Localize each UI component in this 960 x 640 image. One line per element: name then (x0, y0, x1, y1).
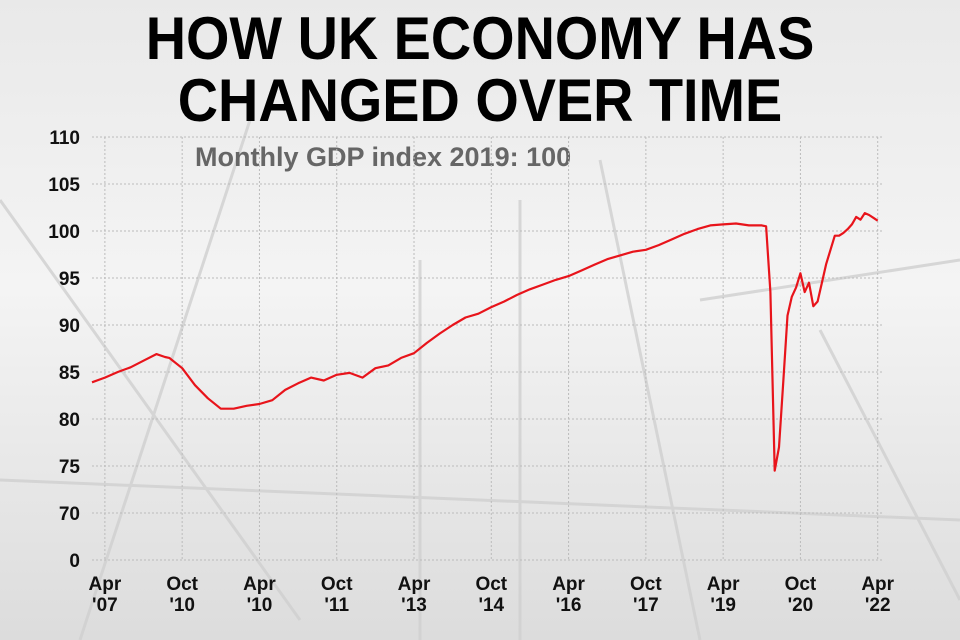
title-line: HOW UK ECONOMY HAS (145, 5, 815, 72)
y-tick-label: 100 (48, 222, 80, 243)
y-tick-label: 90 (59, 316, 80, 337)
x-tick-label: Oct '14 (475, 574, 508, 616)
subtitle: Monthly GDP index 2019: 100 (195, 142, 571, 172)
x-tick-label: Apr '07 (88, 574, 122, 616)
background-building (0, 119, 960, 640)
x-tick-label: Apr '19 (706, 574, 740, 616)
y-tick-label: 85 (59, 363, 81, 384)
y-tick-label: 105 (48, 175, 80, 196)
y-tick-label: 110 (49, 128, 80, 149)
x-tick-label: Oct '20 (784, 574, 817, 616)
x-tick-label: Apr '16 (552, 574, 585, 616)
x-tick-label: Oct '11 (320, 574, 353, 616)
y-tick-label: 75 (59, 457, 81, 478)
x-tick-label: Apr '22 (861, 574, 895, 616)
y-tick-label: 70 (59, 504, 80, 525)
y-tick-label: 80 (59, 410, 80, 431)
y-axis-floor-label: 0 (69, 551, 80, 572)
y-tick-label: 95 (59, 269, 81, 290)
data-line (91, 212, 879, 472)
x-tick-label: Oct '10 (166, 574, 198, 616)
x-tick-label: Apr '13 (397, 574, 431, 616)
title-line: CHANGED OVER TIME (177, 67, 783, 134)
x-tick-label: Apr '10 (243, 574, 276, 616)
x-tick-label: Oct '17 (630, 574, 662, 616)
